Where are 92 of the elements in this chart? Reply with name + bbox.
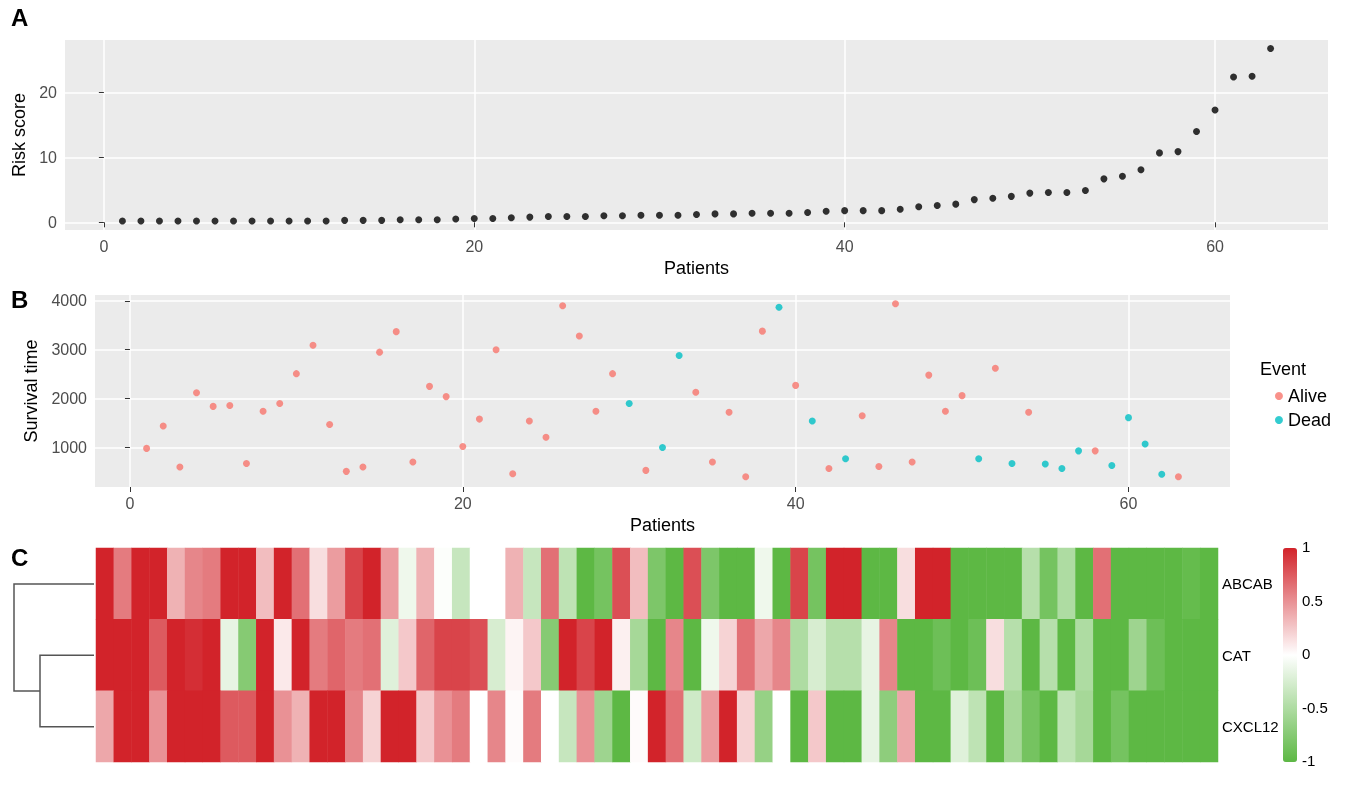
point <box>575 332 583 340</box>
x-tick-label: 0 <box>125 494 135 512</box>
point <box>775 303 783 311</box>
point <box>1091 447 1099 455</box>
y-tick-label: CXCL12 <box>1222 717 1279 735</box>
x-tick-label: 40 <box>786 494 805 512</box>
point <box>292 370 300 378</box>
x-tick-label: 20 <box>453 494 472 512</box>
point <box>725 408 733 416</box>
point <box>1174 473 1182 481</box>
chart-title: A <box>11 3 29 31</box>
point <box>309 341 317 349</box>
legend-label: Dead <box>1287 410 1331 430</box>
point <box>1008 460 1016 468</box>
point <box>342 467 350 475</box>
x-tick-label: 40 <box>835 237 854 255</box>
y-axis-title: Risk score <box>9 93 30 178</box>
point <box>492 346 500 354</box>
y-axis-title: Survival time <box>21 339 41 443</box>
point <box>758 327 766 335</box>
point <box>625 399 633 407</box>
point <box>459 442 467 450</box>
legend-label: Alive <box>1287 386 1327 406</box>
point <box>1108 462 1116 469</box>
y-tick-label: 3000 <box>51 341 88 359</box>
point <box>892 300 899 308</box>
point <box>475 415 483 423</box>
point <box>808 417 816 425</box>
point <box>409 458 417 466</box>
point <box>708 458 716 466</box>
point <box>326 420 334 428</box>
point <box>509 470 517 478</box>
point <box>958 392 966 400</box>
y-tick-label: ABCAB <box>1222 575 1273 593</box>
y-tick-label: 1000 <box>51 438 88 456</box>
chart-title: B <box>11 285 29 313</box>
point <box>193 389 201 397</box>
point <box>659 443 666 451</box>
point <box>642 466 650 474</box>
point <box>675 352 683 360</box>
point <box>742 473 750 481</box>
point <box>209 402 217 410</box>
point <box>1124 414 1132 422</box>
legend-title: Event <box>1259 359 1306 379</box>
x-axis-title: Patients <box>629 514 696 535</box>
point <box>442 393 450 401</box>
color-bar-label: -0.5 <box>1302 698 1328 716</box>
point <box>991 364 999 372</box>
point <box>842 455 850 463</box>
point <box>159 422 167 430</box>
point <box>908 458 916 466</box>
point <box>242 460 250 468</box>
point <box>226 401 234 409</box>
point <box>259 407 267 415</box>
point <box>858 412 866 420</box>
point <box>941 407 949 415</box>
color-bar-label: 0 <box>1302 645 1311 662</box>
x-tick-label: 60 <box>1119 494 1138 512</box>
point <box>925 371 933 379</box>
point <box>426 382 434 390</box>
y-tick-label: 20 <box>39 84 58 102</box>
x-tick-label: 20 <box>465 237 484 255</box>
point <box>975 455 983 463</box>
point <box>875 462 883 470</box>
point <box>376 348 384 356</box>
y-tick-label: 10 <box>39 148 58 166</box>
point <box>825 464 833 472</box>
point <box>143 444 151 452</box>
point <box>392 328 400 336</box>
x-axis-title: Patients <box>663 258 730 278</box>
point <box>559 302 567 310</box>
chart-title: C <box>11 543 29 571</box>
y-tick-label: 0 <box>48 213 58 231</box>
point <box>592 407 600 415</box>
point <box>1158 470 1166 478</box>
x-tick-label: 0 <box>99 237 109 255</box>
point <box>1041 460 1049 468</box>
point <box>609 370 617 378</box>
point <box>1075 447 1083 455</box>
point <box>792 381 800 389</box>
point <box>1025 408 1033 416</box>
color-bar-label: 0.5 <box>1302 591 1323 609</box>
y-tick-label: 4000 <box>51 292 88 310</box>
point <box>276 399 284 407</box>
x-tick-label: 60 <box>1206 237 1225 255</box>
color-bar-label: -1 <box>1302 752 1316 769</box>
point <box>692 388 700 396</box>
point <box>525 417 533 425</box>
y-tick-label: CAT <box>1222 646 1251 664</box>
y-tick-label: 2000 <box>51 390 88 408</box>
point <box>1058 464 1066 472</box>
color-bar-label: 1 <box>1302 538 1311 555</box>
